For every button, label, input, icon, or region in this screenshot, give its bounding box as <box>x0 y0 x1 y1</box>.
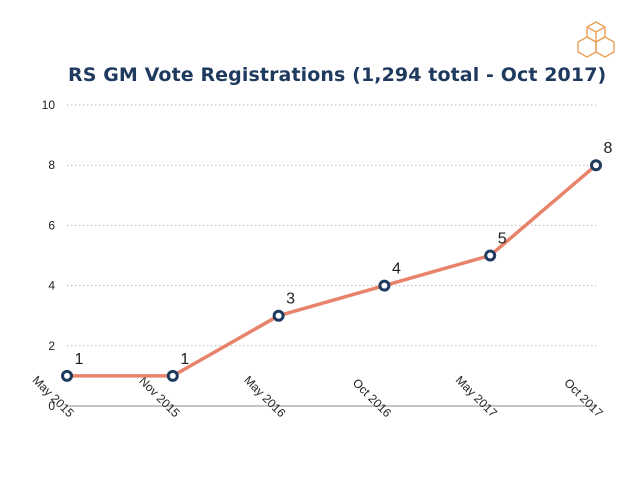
gridlines <box>67 104 596 347</box>
data-point <box>166 369 179 382</box>
y-tick-label: 6 <box>48 218 55 232</box>
series-line-path <box>65 163 598 378</box>
data-point <box>590 159 602 172</box>
data-labels: 1 1 3 4 5 8 <box>75 140 613 368</box>
x-tick-label: May 2016 <box>241 373 288 420</box>
chart-title: RS GM Vote Registrations (1,294 total - … <box>68 64 607 86</box>
x-tick-label: Oct 2016 <box>350 376 395 421</box>
data-point <box>61 369 73 382</box>
data-label: 3 <box>286 291 295 308</box>
data-point <box>484 249 497 262</box>
y-tick-label: 2 <box>48 339 55 353</box>
series-line <box>65 163 598 378</box>
y-tick-label: 0 <box>48 399 55 413</box>
data-point <box>272 309 285 322</box>
data-label: 5 <box>498 231 507 248</box>
hexagon-cubes-logo <box>577 21 615 58</box>
y-tick-label: 4 <box>48 279 55 293</box>
data-label: 1 <box>75 351 84 368</box>
data-point <box>378 279 391 292</box>
x-tick-label: May 2017 <box>453 373 500 420</box>
data-label: 4 <box>392 261 401 278</box>
x-tick-label: Oct 2017 <box>561 376 606 421</box>
data-label: 1 <box>180 351 189 368</box>
y-tick-label: 10 <box>42 98 56 112</box>
data-label: 8 <box>604 140 613 157</box>
y-tick-label: 8 <box>48 158 55 172</box>
series-markers <box>61 159 602 382</box>
